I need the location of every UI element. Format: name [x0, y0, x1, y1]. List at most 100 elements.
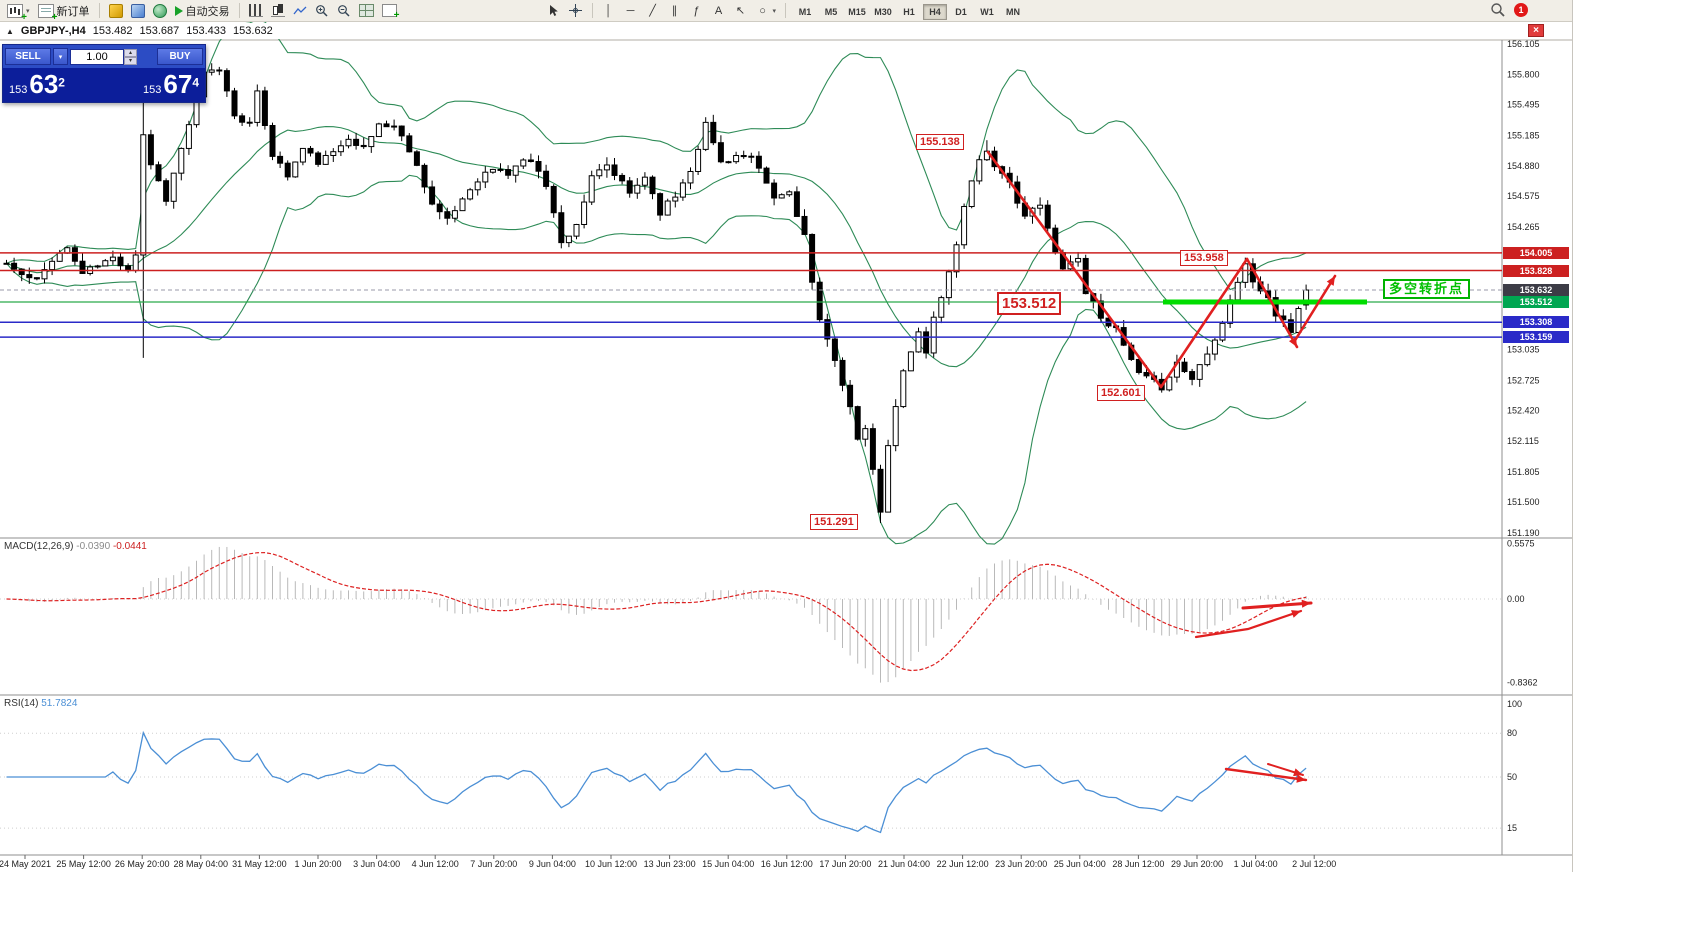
buy-button[interactable]: BUY	[157, 48, 203, 65]
channel-tool-button[interactable]: ∥	[665, 2, 685, 20]
close-chart-button[interactable]: ×	[1528, 24, 1544, 37]
arrow-tool-button[interactable]: ↖	[731, 2, 751, 20]
autotrading-label: 自动交易	[185, 5, 230, 18]
cursor-icon	[549, 5, 558, 16]
svg-text:50: 50	[1507, 772, 1517, 782]
zoom-in-icon	[315, 5, 328, 17]
line-chart-icon	[293, 6, 306, 14]
bar-chart-icon	[248, 4, 263, 17]
rsi-panel-separator[interactable]	[0, 693, 1572, 698]
text-tool-button[interactable]: A	[709, 2, 729, 20]
volume-up-button[interactable]: ▴	[124, 48, 137, 57]
time-axis[interactable]	[0, 855, 1572, 872]
svg-text:4 Jun 12:00: 4 Jun 12:00	[412, 859, 459, 869]
svg-text:2 Jul 12:00: 2 Jul 12:00	[1292, 859, 1336, 869]
price-tag-152.601[interactable]: 152.601	[1097, 385, 1145, 401]
bar-chart-button[interactable]	[246, 2, 266, 20]
turning-point-note[interactable]: 多空转折点	[1383, 279, 1471, 299]
indicators-button[interactable]	[379, 2, 400, 21]
zoom-out-icon	[337, 5, 350, 17]
one-click-trading-panel: SELL ▾ ▴▾ BUY 153632 153674	[2, 44, 206, 103]
horizontal-line-tool-button[interactable]: ─	[621, 2, 641, 20]
vertical-line-icon: │	[605, 4, 612, 17]
timeframe-D1-button[interactable]: D1	[949, 4, 973, 20]
rsi-value: 51.7824	[41, 698, 78, 709]
new-order-button[interactable]: 新订单	[35, 2, 93, 23]
tile-windows-button[interactable]	[356, 2, 377, 20]
buy-price-big: 67	[163, 69, 193, 99]
vertical-line-tool-button[interactable]: │	[599, 2, 619, 20]
svg-text:17 Jun 20:00: 17 Jun 20:00	[819, 859, 871, 869]
sell-price[interactable]: 153632	[9, 71, 65, 98]
rsi-line	[6, 730, 1307, 834]
ohlc-low: 153.433	[186, 25, 227, 37]
timeframe-M15-button[interactable]: M15	[845, 4, 869, 20]
sell-price-big: 63	[29, 69, 59, 99]
shapes-tool-button[interactable]: ○ ▾	[753, 2, 780, 20]
macd-main-value: -0.0390	[76, 541, 111, 552]
line-chart-button[interactable]	[290, 2, 310, 20]
svg-text:152.725: 152.725	[1507, 375, 1540, 385]
horizontal-level-lines[interactable]	[0, 252, 1502, 338]
tile-windows-icon	[358, 4, 374, 17]
sell-button[interactable]: SELL	[5, 48, 51, 65]
svg-text:23 Jun 20:00: 23 Jun 20:00	[995, 859, 1047, 869]
timeframe-W1-button[interactable]: W1	[975, 4, 999, 20]
toolbar: ▾ 新订单 自动交易 │ ─ ╱ ∥ ƒ A ↖ ○▾ M1M5M15M30H1…	[0, 0, 1572, 23]
fibonacci-tool-button[interactable]: ƒ	[687, 2, 707, 20]
candlestick-chart-button[interactable]	[268, 2, 288, 20]
price-axis[interactable]	[1502, 40, 1572, 855]
price-tag-153.512[interactable]: 153.512	[997, 292, 1062, 315]
search-icon[interactable]	[1490, 2, 1506, 18]
timeframe-M30-button[interactable]: M30	[871, 4, 895, 20]
fibonacci-icon: ƒ	[693, 4, 700, 17]
timeframe-H1-button[interactable]: H1	[897, 4, 921, 20]
timeframe-MN-button[interactable]: MN	[1001, 4, 1025, 20]
macd-histogram	[13, 546, 1307, 683]
text-tool-icon: A	[714, 4, 723, 17]
autotrading-play-icon	[174, 5, 183, 16]
buy-price[interactable]: 153674	[143, 71, 199, 98]
crosshair-tool-button[interactable]	[566, 2, 586, 20]
volume-dropdown[interactable]: ▾	[53, 48, 68, 65]
svg-text:25 Jun 04:00: 25 Jun 04:00	[1054, 859, 1106, 869]
price-tag-155.138[interactable]: 155.138	[916, 134, 964, 150]
macd-panel-separator[interactable]	[0, 536, 1572, 541]
rsi-name: RSI(14)	[4, 698, 39, 709]
market-watch-icon	[130, 3, 145, 18]
symbol-title: GBPJPY-,H4	[20, 25, 86, 37]
candlestick-chart-icon	[270, 4, 285, 17]
navigator-button[interactable]	[150, 2, 170, 20]
toolbar-separator	[98, 3, 100, 18]
market-watch-button[interactable]	[128, 2, 148, 20]
chevron-down-icon: ▾	[772, 7, 777, 15]
notification-badge[interactable]: 1	[1514, 3, 1528, 17]
trendline-tool-button[interactable]: ╱	[643, 2, 663, 20]
one-click-toggle[interactable]: ▲	[6, 26, 14, 36]
svg-text:15 Jun 04:00: 15 Jun 04:00	[702, 859, 754, 869]
svg-text:16 Jun 12:00: 16 Jun 12:00	[761, 859, 813, 869]
svg-text:1 Jul 04:00: 1 Jul 04:00	[1234, 859, 1278, 869]
zoom-out-button[interactable]	[334, 2, 354, 20]
svg-text:0.00: 0.00	[1507, 594, 1525, 604]
timeframe-M1-button[interactable]: M1	[793, 4, 817, 20]
svg-text:31 May 12:00: 31 May 12:00	[232, 859, 287, 869]
price-axis-labels: 156.105 155.800 155.495 155.185 154.880 154.5…	[1507, 39, 1540, 833]
zoom-in-button[interactable]	[312, 2, 332, 20]
volume-input[interactable]	[70, 48, 124, 65]
trend-arrows[interactable]	[986, 150, 1337, 783]
price-tag-153.958[interactable]: 153.958	[1180, 250, 1228, 266]
svg-text:154.575: 154.575	[1507, 191, 1540, 201]
volume-down-button[interactable]: ▾	[124, 56, 137, 65]
timeframe-M5-button[interactable]: M5	[819, 4, 843, 20]
cursor-tool-button[interactable]	[544, 2, 564, 20]
timeframe-H4-button[interactable]: H4	[923, 3, 948, 20]
toolbar-right-group: 1	[1490, 2, 1528, 18]
price-tag-151.291[interactable]: 151.291	[810, 514, 858, 530]
metaeditor-button[interactable]	[106, 2, 126, 20]
new-chart-button[interactable]: ▾	[4, 2, 33, 23]
svg-text:153.035: 153.035	[1507, 344, 1540, 354]
autotrading-button[interactable]: 自动交易	[172, 2, 233, 20]
